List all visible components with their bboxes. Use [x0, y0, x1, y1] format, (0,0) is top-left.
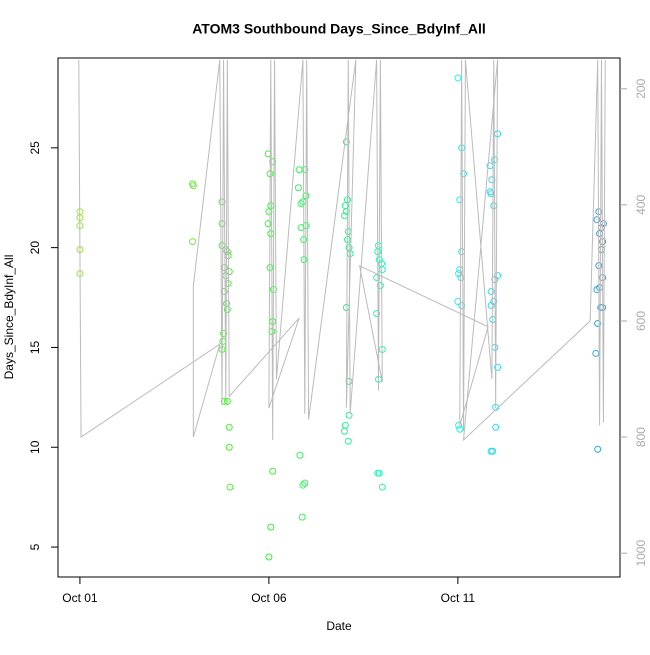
point: [223, 397, 231, 405]
point: [378, 483, 386, 491]
point: [220, 397, 228, 405]
point: [218, 198, 226, 206]
chart-title: ATOM3 Southbound Days_Since_BdyInf_All: [192, 21, 486, 37]
point: [189, 238, 197, 246]
y-tick-label: 15: [28, 340, 42, 354]
point: [594, 445, 602, 453]
x-tick-label: Oct 06: [251, 591, 287, 605]
point: [454, 74, 462, 82]
y-tick-label: 25: [28, 141, 42, 155]
point: [374, 469, 382, 477]
point: [455, 270, 463, 278]
point: [223, 306, 231, 314]
point: [456, 425, 464, 433]
x-axis-label: Date: [326, 619, 352, 633]
y2-tick-label: 1000: [634, 540, 648, 567]
x-tick-label: Oct 11: [441, 591, 476, 605]
y2-tick-label: 200: [634, 78, 648, 98]
point: [301, 479, 309, 487]
y2-tick-label: 800: [634, 427, 648, 447]
y-tick-label: 10: [28, 440, 42, 454]
point: [265, 553, 273, 561]
plot-frame: [57, 57, 621, 578]
point: [189, 182, 197, 190]
point: [299, 481, 307, 489]
y-tick-label: 20: [28, 241, 42, 255]
point: [487, 288, 495, 296]
point: [269, 158, 277, 166]
point: [593, 216, 601, 224]
x-tick-label: Oct 01: [62, 591, 98, 605]
point: [296, 451, 304, 459]
point: [267, 523, 275, 531]
point: [269, 467, 277, 475]
point: [340, 427, 348, 435]
point: [301, 166, 309, 174]
point: [376, 282, 384, 290]
point: [492, 423, 500, 431]
plot-area: [76, 59, 607, 561]
point: [594, 319, 602, 327]
point: [345, 411, 353, 419]
point: [294, 184, 302, 192]
y-axis-label: Days_Since_BdyInf_All: [2, 255, 16, 380]
point: [489, 447, 497, 455]
point: [298, 513, 306, 521]
point: [342, 138, 350, 146]
line: [78, 59, 606, 442]
point: [373, 310, 381, 318]
point: [225, 423, 233, 431]
y2-tick-label: 400: [634, 195, 648, 215]
point: [344, 437, 352, 445]
point: [460, 170, 468, 178]
point: [225, 443, 233, 451]
point: [226, 483, 234, 491]
y2-tick-label: 600: [634, 311, 648, 331]
point: [487, 302, 495, 310]
point: [455, 421, 463, 429]
y-tick-label: 5: [28, 543, 42, 550]
point: [494, 363, 502, 371]
